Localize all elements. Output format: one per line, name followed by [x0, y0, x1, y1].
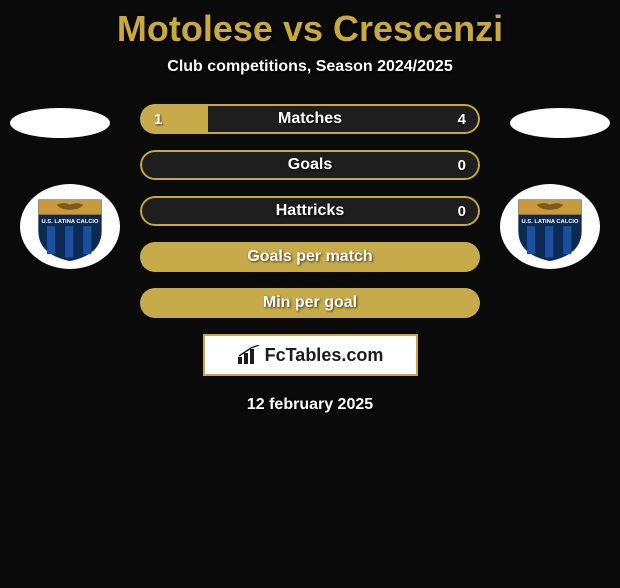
- player2-name: Crescenzi: [333, 8, 503, 49]
- player1-club-badge: U.S. LATINA CALCIO: [20, 184, 120, 269]
- stat-row: Matches1 4: [140, 104, 480, 134]
- svg-text:U.S. LATINA CALCIO: U.S. LATINA CALCIO: [42, 218, 99, 224]
- stat-row: Goals0: [140, 150, 480, 180]
- brand-label: FcTables.com: [237, 345, 384, 366]
- page-title: Motolese vs Crescenzi: [0, 8, 620, 50]
- brand-chart-icon: [237, 345, 261, 365]
- player2-club-badge: U.S. LATINA CALCIO: [500, 184, 600, 269]
- bar-value-right: 0: [458, 196, 466, 226]
- bar-value-right: 4: [458, 104, 466, 134]
- stat-row: Min per goal: [140, 288, 480, 318]
- bar-label: Goals: [140, 150, 480, 180]
- player1-avatar-placeholder: [10, 108, 110, 138]
- bar-label: Min per goal: [140, 288, 480, 318]
- stat-row: Goals per match: [140, 242, 480, 272]
- subtitle: Club competitions, Season 2024/2025: [0, 58, 620, 76]
- bar-label: Matches: [140, 104, 480, 134]
- comparison-area: U.S. LATINA CALCIO U.S. LATINA CALCIO Ma…: [0, 104, 620, 414]
- bar-label: Goals per match: [140, 242, 480, 272]
- brand-box: FcTables.com: [203, 334, 418, 376]
- bar-value-right: 0: [458, 150, 466, 180]
- stat-bars: Matches14Goals0Hattricks0Goals per match…: [140, 104, 480, 318]
- bar-value-left: 1: [154, 104, 162, 134]
- player1-name: Motolese: [117, 8, 273, 49]
- svg-text:U.S. LATINA CALCIO: U.S. LATINA CALCIO: [522, 218, 579, 224]
- stat-row: Hattricks0: [140, 196, 480, 226]
- brand-text: FcTables.com: [265, 345, 384, 366]
- player2-avatar-placeholder: [510, 108, 610, 138]
- date-label: 12 february 2025: [0, 396, 620, 414]
- bar-label: Hattricks: [140, 196, 480, 226]
- vs-text: vs: [283, 8, 323, 49]
